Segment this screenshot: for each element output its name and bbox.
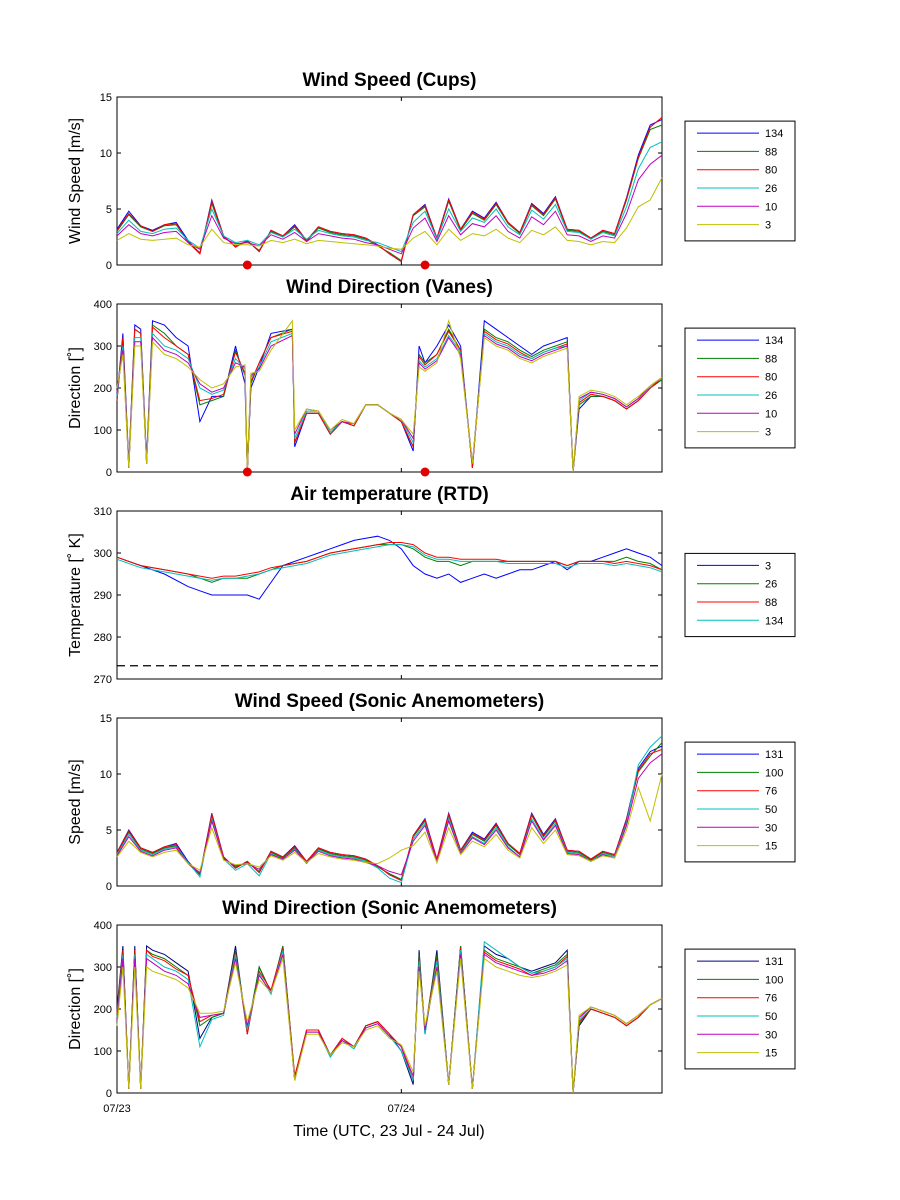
x-axis-label: Time (UTC, 23 Jul - 24 Jul): [293, 1123, 484, 1140]
legend-box: [684, 327, 796, 449]
legend-label: 10: [765, 201, 777, 213]
y-axis-label: Wind Speed [m/s]: [67, 118, 84, 244]
series-line-3: [116, 177, 663, 250]
legend-label: 26: [765, 183, 777, 195]
y-tick-label: 400: [94, 920, 112, 932]
series-line-26: [116, 141, 663, 253]
legend-label: 100: [765, 974, 783, 986]
legend-label: 26: [765, 579, 777, 591]
chart-title: Wind Direction (Sonic Anemometers): [222, 898, 557, 919]
legend-label: 80: [765, 372, 777, 384]
y-axis-label: Direction [˚]: [67, 347, 84, 429]
y-axis-label: Temperature [˚ K]: [67, 533, 84, 657]
y-tick-label: 100: [94, 425, 112, 437]
plot-area: [116, 717, 663, 887]
chart-title: Wind Speed (Sonic Anemometers): [235, 691, 545, 712]
y-tick-label: 15: [100, 713, 112, 725]
y-tick-label: 290: [94, 590, 112, 602]
series-line-15: [116, 773, 663, 872]
legend-label: 100: [765, 767, 783, 779]
legend-label: 134: [765, 335, 783, 347]
x-axis-ticks: 07/23 07/24: [103, 1103, 415, 1115]
series-line-15: [116, 957, 663, 1094]
legend-box: [684, 741, 796, 863]
series-line-134: [116, 544, 663, 581]
y-tick-label: 280: [94, 632, 112, 644]
legend-label: 3: [765, 560, 771, 572]
y-tick-label: 0: [106, 1088, 112, 1100]
y-tick-label: 200: [94, 1004, 112, 1016]
y-tick-label: 0: [106, 881, 112, 893]
legend-label: 80: [765, 165, 777, 177]
series-line-3: [116, 319, 663, 473]
series-line-30: [116, 753, 663, 876]
legend-label: 76: [765, 786, 777, 798]
y-tick-label: 300: [94, 341, 112, 353]
series-line-88: [116, 542, 663, 579]
y-tick-label: 10: [100, 148, 112, 160]
legend-label: 88: [765, 353, 777, 365]
legend-box: [684, 552, 796, 638]
panel-air-temperature: Air temperature (RTD) 270 280 290 300 310 Temp…: [67, 484, 796, 686]
gap-marker: [242, 467, 252, 477]
legend-label: 50: [765, 1011, 777, 1023]
series-line-10: [116, 154, 663, 255]
x-tick-label: 07/24: [388, 1103, 416, 1115]
y-tick-label: 10: [100, 769, 112, 781]
legend-label: 30: [765, 1029, 777, 1041]
y-tick-label: 400: [94, 299, 112, 311]
legend-label: 3: [765, 220, 771, 232]
legend-label: 10: [765, 408, 777, 420]
legend-label: 131: [765, 749, 783, 761]
y-tick-label: 100: [94, 1046, 112, 1058]
gap-marker: [420, 467, 430, 477]
x-tick-label: 07/23: [103, 1103, 131, 1115]
chart-title: Wind Speed (Cups): [303, 70, 477, 91]
legend-label: 26: [765, 390, 777, 402]
panel-wind-direction-sonic: Wind Direction (Sonic Anemometers) 0 100 20…: [67, 898, 796, 1100]
y-tick-label: 310: [94, 506, 112, 518]
legend-label: 50: [765, 804, 777, 816]
plot-area: [116, 924, 663, 1094]
series-line-80: [116, 116, 663, 263]
legend-label: 131: [765, 956, 783, 968]
y-tick-label: 5: [106, 204, 112, 216]
legend-label: 88: [765, 146, 777, 158]
chart-title: Air temperature (RTD): [290, 484, 488, 505]
legend-label: 76: [765, 993, 777, 1005]
panel-wind-speed-sonic: Wind Speed (Sonic Anemometers) 0 5 10 15 Spee…: [67, 691, 796, 893]
gap-marker: [242, 260, 252, 270]
plot-area: [116, 303, 663, 473]
panel-wind-speed-cups: Wind Speed (Cups) 0 5 10 15 Wind Speed [m/s] 1…: [67, 70, 796, 272]
series-line-3: [116, 535, 663, 600]
y-axis-label: Speed [m/s]: [67, 759, 84, 844]
plot-area: [116, 510, 663, 680]
y-tick-label: 300: [94, 962, 112, 974]
y-tick-label: 15: [100, 92, 112, 104]
legend-box: [684, 948, 796, 1070]
chart-title: Wind Direction (Vanes): [286, 277, 493, 298]
legend-label: 134: [765, 128, 783, 140]
legend-label: 134: [765, 615, 783, 627]
y-tick-label: 0: [106, 260, 112, 272]
y-tick-label: 5: [106, 825, 112, 837]
legend-label: 30: [765, 822, 777, 834]
y-tick-label: 270: [94, 674, 112, 686]
gap-marker: [420, 260, 430, 270]
legend-label: 88: [765, 597, 777, 609]
plot-area: [116, 96, 663, 266]
y-tick-label: 0: [106, 467, 112, 479]
legend-label: 3: [765, 427, 771, 439]
series-line-76: [116, 748, 663, 882]
legend-label: 15: [765, 1048, 777, 1060]
legend-label: 15: [765, 841, 777, 853]
y-tick-label: 300: [94, 548, 112, 560]
y-tick-label: 200: [94, 383, 112, 395]
y-axis-label: Direction [˚]: [67, 968, 84, 1050]
legend-box: [684, 120, 796, 242]
panel-wind-direction-vanes: Wind Direction (Vanes) 0 100 200 300 400 Direc…: [67, 277, 796, 479]
